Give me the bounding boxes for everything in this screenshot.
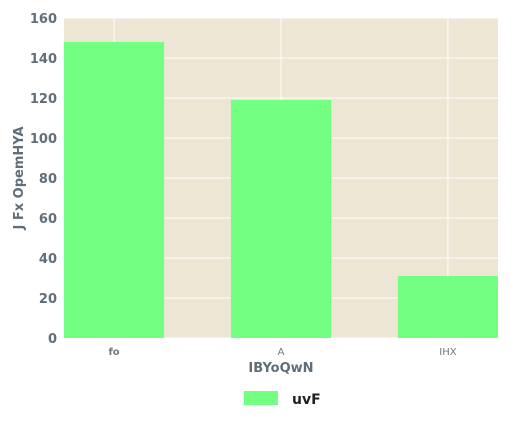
y-axis-ticks: 0 20 40 60 80 100 120 140 160 [30, 12, 57, 347]
bar-fo [64, 42, 165, 338]
y-tick-label: 0 [48, 332, 57, 347]
legend-label: uvF [292, 392, 321, 408]
y-tick-label: 140 [30, 52, 57, 67]
x-tick-label: IHX [439, 347, 456, 358]
legend: uvF [244, 391, 321, 408]
y-axis-label: J Fx OpemHYA [12, 127, 27, 231]
y-tick-label: 120 [30, 92, 57, 107]
y-tick-label: 80 [39, 172, 57, 187]
x-tick-label: fo [108, 347, 119, 358]
bars-group [64, 42, 498, 338]
bar-ihx [397, 276, 498, 338]
y-tick-label: 20 [39, 292, 57, 307]
x-tick-label: A [278, 347, 285, 358]
y-tick-label: 40 [39, 252, 57, 267]
y-tick-label: 60 [39, 212, 57, 227]
x-axis-label: IBYoQwN [248, 361, 313, 376]
legend-swatch [244, 391, 278, 405]
y-tick-label: 100 [30, 132, 57, 147]
y-tick-label: 160 [30, 12, 57, 27]
x-axis-ticks: fo A IHX [108, 347, 456, 358]
bar-a [230, 100, 332, 338]
